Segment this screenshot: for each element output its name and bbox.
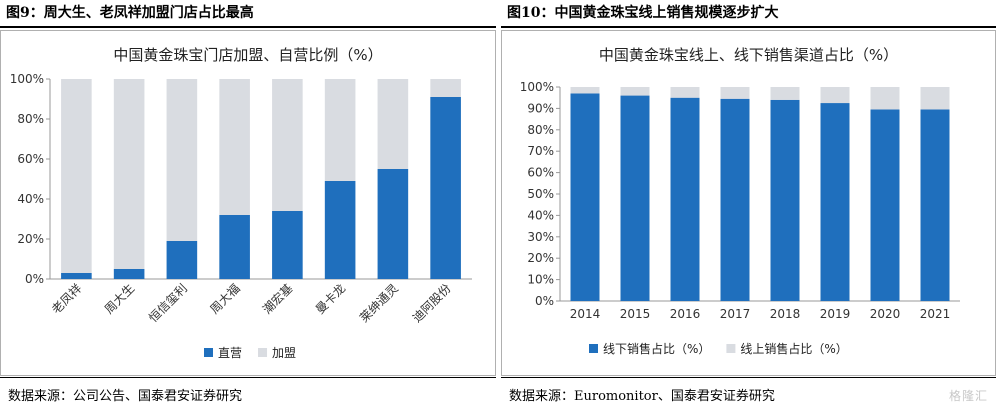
bar-segment — [378, 169, 409, 279]
bar-segment — [61, 273, 92, 279]
legend-swatch — [589, 344, 598, 353]
x-tick-label: 2019 — [820, 307, 851, 321]
figure-10-panel: 图10：中国黄金珠宝线上销售规模逐步扩大 中国黄金珠宝线上、线下销售渠道占比（%… — [501, 0, 996, 412]
figure-9-panel: 图9：周大生、老凤祥加盟门店占比最高 中国黄金珠宝门店加盟、自营比例（%） 0% 2… — [0, 0, 496, 412]
bar-segment — [114, 79, 145, 269]
y-tick-label: 80% — [17, 112, 44, 126]
y-tick-label: 100% — [520, 80, 554, 94]
legend-label: 线上销售占比（%） — [740, 341, 847, 356]
y-tick-label: 60% — [17, 152, 44, 166]
x-tick-label: 2021 — [920, 307, 951, 321]
legend-label: 线下销售占比（%） — [603, 341, 710, 356]
bar-segment — [721, 99, 750, 301]
y-tick-label: 0% — [535, 294, 554, 308]
x-tick-label: 周大生 — [102, 281, 137, 316]
y-tick-label: 20% — [17, 232, 44, 246]
figure-title: 图9：周大生、老凤祥加盟门店占比最高 — [6, 2, 254, 22]
bar-segment — [325, 181, 356, 279]
legend-label: 直营 — [218, 346, 242, 360]
bar-segment — [671, 98, 700, 301]
y-tick-label: 80% — [527, 123, 554, 137]
bar-segment — [721, 87, 750, 99]
bar-segment — [114, 269, 145, 279]
x-tick-label: 2020 — [870, 307, 901, 321]
bar-segment — [272, 79, 303, 211]
figure-title: 图10：中国黄金珠宝线上销售规模逐步扩大 — [507, 2, 778, 22]
y-tick-label: 20% — [527, 251, 554, 265]
bar-segment — [671, 87, 700, 98]
legend-swatch — [726, 344, 735, 353]
bar-segment — [771, 100, 800, 301]
x-tick-label: 莱绅通灵 — [357, 281, 401, 325]
x-tick-label: 潮宏基 — [259, 281, 295, 317]
bar-segment — [921, 109, 950, 301]
bar-segment — [871, 109, 900, 301]
x-tick-label: 2017 — [720, 307, 751, 321]
chart-title: 中国黄金珠宝门店加盟、自营比例（%） — [113, 46, 382, 64]
source-note: 数据来源：Euromonitor、国泰君安证券研究 — [509, 385, 775, 404]
channel-ratio-chart: 中国黄金珠宝线上、线下销售渠道占比（%） 0% 10% 20% 30% 40% 50% 60%… — [501, 30, 996, 376]
y-tick-label: 40% — [17, 192, 44, 206]
legend-label: 加盟 — [272, 346, 296, 360]
bar-segment — [921, 87, 950, 109]
y-tick-label: 0% — [25, 272, 44, 286]
store-ratio-chart: 中国黄金珠宝门店加盟、自营比例（%）0%20%40%60%80%100%老凤祥周… — [0, 30, 496, 376]
x-tick-label: 迪阿股份 — [410, 281, 454, 325]
bar-segment — [378, 79, 409, 169]
y-tick-label: 100% — [10, 72, 44, 86]
y-tick-label: 70% — [527, 144, 554, 158]
y-tick-label: 50% — [527, 187, 554, 201]
bar-segment — [821, 103, 850, 301]
bar-segment — [621, 87, 650, 96]
y-tick-label: 60% — [527, 166, 554, 180]
x-tick-label: 2016 — [670, 307, 701, 321]
bar-segment — [871, 87, 900, 109]
chart-title: 中国黄金珠宝线上、线下销售渠道占比（%） — [599, 46, 898, 64]
legend-swatch — [204, 348, 213, 357]
y-tick-label: 90% — [527, 101, 554, 115]
bar-segment — [821, 87, 850, 103]
source-note: 数据来源：公司公告、国泰君安证券研究 — [8, 385, 242, 404]
top-rule — [0, 26, 496, 28]
bottom-rule — [0, 377, 496, 378]
x-tick-label: 2015 — [620, 307, 651, 321]
bar-segment — [167, 241, 198, 279]
legend-swatch — [258, 348, 267, 357]
bar-segment — [219, 215, 250, 279]
bar-segment — [621, 96, 650, 301]
bar-segment — [272, 211, 303, 279]
top-rule — [501, 26, 996, 28]
bar-segment — [167, 79, 198, 241]
watermark-logo: 格隆汇 — [949, 387, 988, 404]
bar-segment — [571, 87, 600, 93]
bar-segment — [771, 87, 800, 100]
x-tick-label: 周大福 — [207, 281, 243, 317]
bar-segment — [571, 93, 600, 301]
bar-segment — [219, 79, 250, 215]
bar-segment — [61, 79, 92, 273]
bar-segment — [430, 79, 461, 97]
x-tick-label: 2018 — [770, 307, 801, 321]
bottom-rule — [501, 377, 996, 378]
bar-segment — [325, 79, 356, 181]
bar-segment — [430, 97, 461, 279]
x-tick-label: 老凤祥 — [49, 281, 84, 316]
x-tick-label: 2014 — [570, 307, 601, 321]
y-tick-label: 40% — [527, 208, 554, 222]
x-tick-label: 恒信玺利 — [146, 281, 190, 325]
y-tick-label: 10% — [527, 273, 554, 287]
y-tick-label: 30% — [527, 230, 554, 244]
x-tick-label: 曼卡龙 — [313, 281, 348, 316]
